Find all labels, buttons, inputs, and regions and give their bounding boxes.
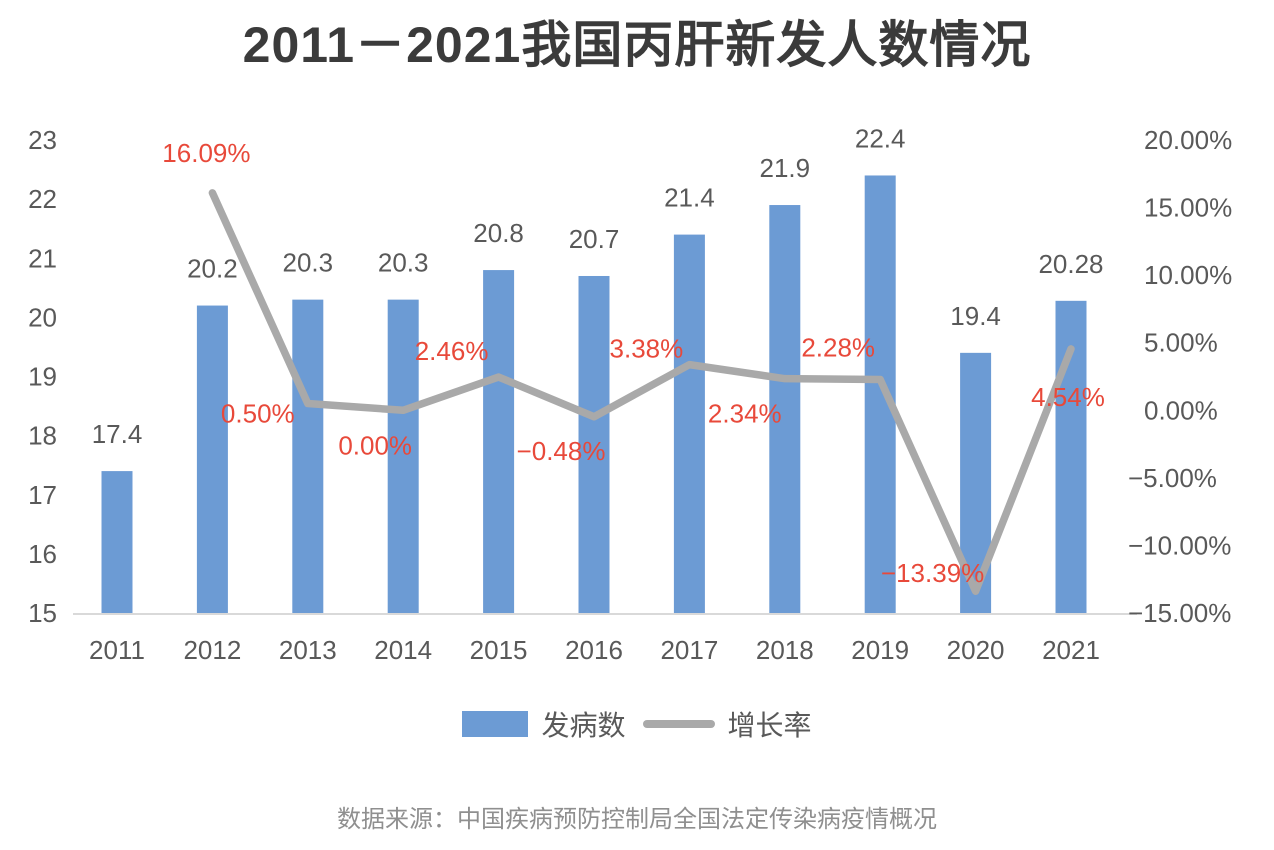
bar-value-label-2011: 17.4 xyxy=(92,419,143,449)
bar-2011 xyxy=(101,471,133,613)
bar-2018 xyxy=(769,205,801,613)
left-axis-tick-17: 17 xyxy=(28,480,57,510)
x-axis-label-2020: 2020 xyxy=(947,635,1005,665)
chart-legend: 发病数 增长率 xyxy=(0,704,1274,744)
x-axis-label-2021: 2021 xyxy=(1042,635,1100,665)
x-axis-label-2018: 2018 xyxy=(756,635,814,665)
right-axis-tick-20: 20.00% xyxy=(1144,125,1232,155)
bar-value-label-2012: 20.2 xyxy=(187,254,238,284)
growth-label-2013: 0.50% xyxy=(221,399,295,429)
growth-label-2015: 2.46% xyxy=(415,336,489,366)
growth-label-2018: 2.34% xyxy=(708,399,782,429)
growth-label-2016: −0.48% xyxy=(517,436,606,466)
x-axis-label-2012: 2012 xyxy=(183,635,241,665)
bar-value-label-2015: 20.8 xyxy=(473,218,524,248)
bar-value-label-2018: 21.9 xyxy=(759,153,810,183)
x-axis-label-2019: 2019 xyxy=(851,635,909,665)
x-axis-label-2013: 2013 xyxy=(279,635,337,665)
x-axis-label-2015: 2015 xyxy=(470,635,528,665)
left-axis-tick-18: 18 xyxy=(28,421,57,451)
bar-value-label-2016: 20.7 xyxy=(569,224,620,254)
bar-value-label-2014: 20.3 xyxy=(378,248,429,278)
left-axis-tick-15: 15 xyxy=(28,598,57,628)
growth-label-2017: 3.38% xyxy=(610,334,684,364)
bar-2017 xyxy=(673,234,705,613)
left-axis-tick-22: 22 xyxy=(28,184,57,214)
left-axis-tick-21: 21 xyxy=(28,243,57,273)
right-axis-tick-5: 5.00% xyxy=(1144,328,1218,358)
growth-label-2020: −13.39% xyxy=(881,558,984,588)
bar-value-label-2013: 20.3 xyxy=(282,248,333,278)
legend-line-swatch xyxy=(642,720,715,728)
left-axis-tick-16: 16 xyxy=(28,539,57,569)
bar-2013 xyxy=(292,299,324,613)
x-axis-label-2016: 2016 xyxy=(565,635,623,665)
x-axis-label-2017: 2017 xyxy=(660,635,718,665)
chart-canvas: 17.4 20.2 20.3 20.3 20.8 20.7 21.4 21.9 22.4 19.4… xyxy=(28,123,1232,665)
growth-label-2012: 16.09% xyxy=(162,138,250,168)
bar-value-label-2020: 19.4 xyxy=(950,301,1001,331)
right-axis-tick-10: 10.00% xyxy=(1144,260,1232,290)
left-axis-tick-23: 23 xyxy=(28,125,57,155)
data-source-note: 数据来源：中国疾病预防控制局全国法定传染病疫情概况 xyxy=(337,806,937,833)
growth-label-2021: 4.54% xyxy=(1031,382,1105,412)
bar-value-label-2021: 20.28 xyxy=(1038,249,1103,279)
right-axis-tick--10: −10.00% xyxy=(1128,530,1231,560)
legend-line-label: 增长率 xyxy=(727,710,812,741)
legend-bar-swatch xyxy=(462,711,529,737)
bar-value-label-2017: 21.4 xyxy=(664,183,715,213)
bar-2014 xyxy=(387,299,419,613)
bar-2012 xyxy=(196,305,228,613)
legend-bar-label: 发病数 xyxy=(541,710,626,741)
chart-title: 2011－2021我国丙肝新发人数情况 xyxy=(242,17,1032,73)
right-axis-tick-0: 0.00% xyxy=(1144,395,1218,425)
x-axis-label-2014: 2014 xyxy=(374,635,432,665)
bar-value-label-2019: 22.4 xyxy=(855,123,906,153)
right-axis-tick--15: −15.00% xyxy=(1128,598,1231,628)
right-axis-tick--5: −5.00% xyxy=(1128,463,1217,493)
left-axis-tick-19: 19 xyxy=(28,362,57,392)
left-axis-tick-20: 20 xyxy=(28,302,57,332)
bar-2019 xyxy=(864,175,896,613)
growth-label-2019: 2.28% xyxy=(801,332,875,362)
bar-2016 xyxy=(578,275,610,613)
growth-label-2014: 0.00% xyxy=(338,430,412,460)
right-axis-tick-15: 15.00% xyxy=(1144,193,1232,223)
growth-rate-line xyxy=(208,189,1075,595)
bar-2015 xyxy=(483,270,515,613)
x-axis-label-2011: 2011 xyxy=(89,635,145,665)
